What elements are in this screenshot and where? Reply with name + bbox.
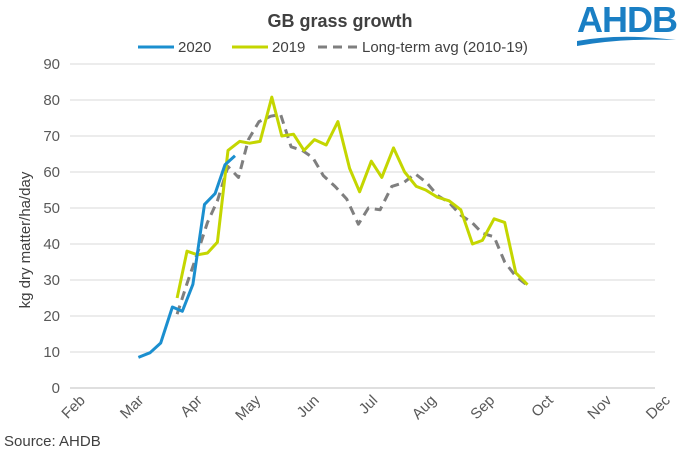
legend-label: 2020: [178, 39, 211, 56]
x-tick-label-jun: Jun: [294, 392, 323, 421]
y-tick-label: 0: [52, 380, 60, 397]
legend-label: 2019: [272, 39, 305, 56]
series-2020-line: [137, 154, 237, 359]
x-tick-label-mar: Mar: [117, 392, 147, 422]
legend-label: Long-term avg (2010-19): [362, 39, 528, 56]
source-note: Source: AHDB: [4, 433, 101, 450]
logo-swoosh-icon: [577, 36, 676, 46]
ahdb-logo: AHDB: [577, 0, 678, 46]
x-tick-label-jul: Jul: [356, 392, 382, 418]
y-tick-label: 30: [43, 272, 60, 289]
y-axis-label: kg dry matter/ha/day: [17, 171, 34, 308]
y-tick-label: 90: [43, 56, 60, 73]
y-axis-ticks: 0 10 20 30 40 50 60 70 80 90: [43, 56, 60, 397]
series-lines: [137, 95, 529, 359]
x-axis-ticks: Feb Mar Apr May Jun Jul Aug Sep Oct Nov Dec: [58, 391, 674, 424]
y-tick-label: 60: [43, 164, 60, 181]
x-tick-label-aug: Aug: [409, 392, 440, 423]
legend-item-2020: 2020: [138, 39, 211, 56]
series-2019-line: [175, 95, 529, 299]
y-tick-label: 20: [43, 308, 60, 325]
x-tick-label-sep: Sep: [467, 392, 498, 423]
y-tick-label: 70: [43, 128, 60, 145]
y-tick-label: 80: [43, 92, 60, 109]
gridlines: [70, 63, 655, 389]
x-tick-label-apr: Apr: [177, 392, 206, 421]
x-tick-label-dec: Dec: [643, 392, 674, 423]
x-tick-label-feb: Feb: [58, 392, 88, 422]
ahdb-logo-text: AHDB: [577, 0, 677, 40]
series-long-term-avg-line: [175, 112, 529, 315]
x-tick-label-may: May: [232, 392, 264, 424]
chart-title: GB grass growth: [267, 11, 412, 31]
y-tick-label: 10: [43, 344, 60, 361]
legend-item-long-term-avg: Long-term avg (2010-19): [318, 39, 528, 56]
x-tick-label-oct: Oct: [528, 391, 557, 420]
legend-item-2019: 2019: [232, 39, 305, 56]
y-tick-label: 40: [43, 236, 60, 253]
legend: 2020 2019 Long-term avg (2010-19): [138, 39, 528, 56]
y-tick-label: 50: [43, 200, 60, 217]
x-tick-label-nov: Nov: [584, 392, 615, 423]
